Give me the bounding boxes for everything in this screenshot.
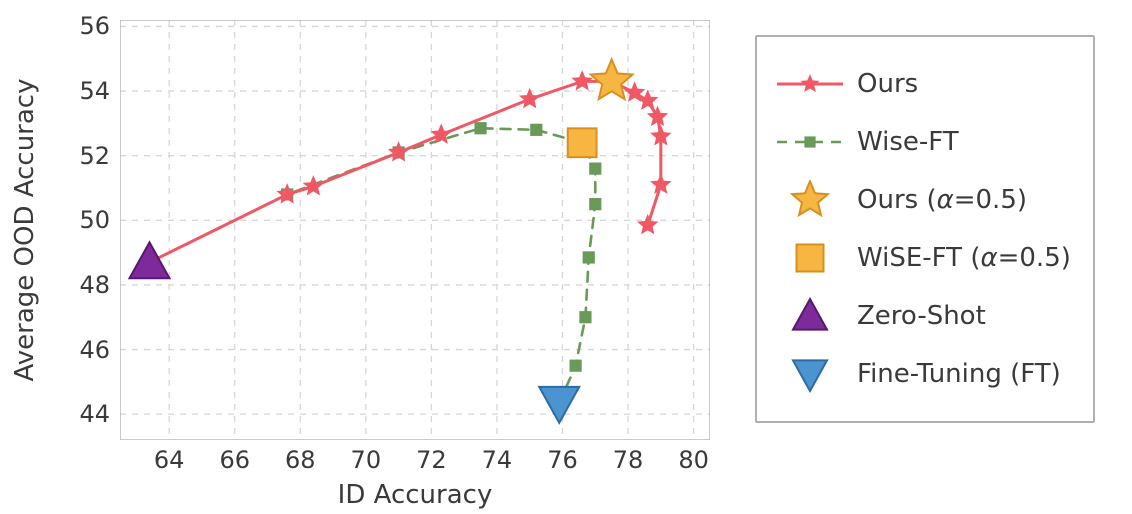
plot-area	[120, 20, 710, 440]
legend-label-wiseft-alpha: WiSE-FT (α=0.5)	[857, 243, 1071, 273]
legend-label-ours: Ours	[857, 69, 918, 99]
legend-item-wiseft: Wise-FT	[775, 113, 1075, 171]
legend-item-zeroshot: Zero-Shot	[775, 287, 1075, 345]
legend-label-finetune: Fine-Tuning (FT)	[857, 359, 1061, 389]
plot-svg	[120, 20, 710, 440]
legend: Ours Wise-FT Ours (α=0.5) WiSE-FT (α=0.5…	[755, 35, 1095, 423]
legend-swatch-ours	[775, 64, 845, 104]
legend-swatch-wiseft	[775, 122, 845, 162]
y-tick-label: 48	[79, 271, 110, 299]
x-tick-label: 72	[416, 446, 447, 474]
x-tick-label: 76	[547, 446, 578, 474]
x-tick-label: 80	[678, 446, 709, 474]
legend-item-finetune: Fine-Tuning (FT)	[775, 345, 1075, 403]
legend-item-ours: Ours	[775, 55, 1075, 113]
legend-swatch-zeroshot	[775, 296, 845, 336]
y-tick-label: 56	[79, 12, 110, 40]
chart-container: Average OOD Accuracy ID Accuracy 64 66 68 7…	[0, 0, 1132, 514]
x-tick-label: 78	[613, 446, 644, 474]
legend-label-zeroshot: Zero-Shot	[857, 301, 986, 331]
y-tick-label: 54	[79, 77, 110, 105]
legend-item-wiseft-alpha: WiSE-FT (α=0.5)	[775, 229, 1075, 287]
y-tick-label: 46	[79, 336, 110, 364]
legend-label-ours-alpha: Ours (α=0.5)	[857, 185, 1027, 215]
x-tick-label: 68	[285, 446, 316, 474]
y-tick-label: 50	[79, 206, 110, 234]
x-tick-label: 66	[219, 446, 250, 474]
legend-swatch-finetune	[775, 354, 845, 394]
legend-label-wiseft: Wise-FT	[857, 127, 959, 157]
x-tick-label: 74	[482, 446, 513, 474]
y-tick-label: 44	[79, 400, 110, 428]
x-axis-label: ID Accuracy	[338, 480, 493, 510]
legend-swatch-ours-alpha	[775, 180, 845, 220]
x-tick-label: 70	[351, 446, 382, 474]
legend-item-ours-alpha: Ours (α=0.5)	[775, 171, 1075, 229]
legend-swatch-wiseft-alpha	[775, 238, 845, 278]
y-tick-label: 52	[79, 142, 110, 170]
x-tick-label: 64	[154, 446, 185, 474]
y-axis-label: Average OOD Accuracy	[10, 79, 40, 382]
